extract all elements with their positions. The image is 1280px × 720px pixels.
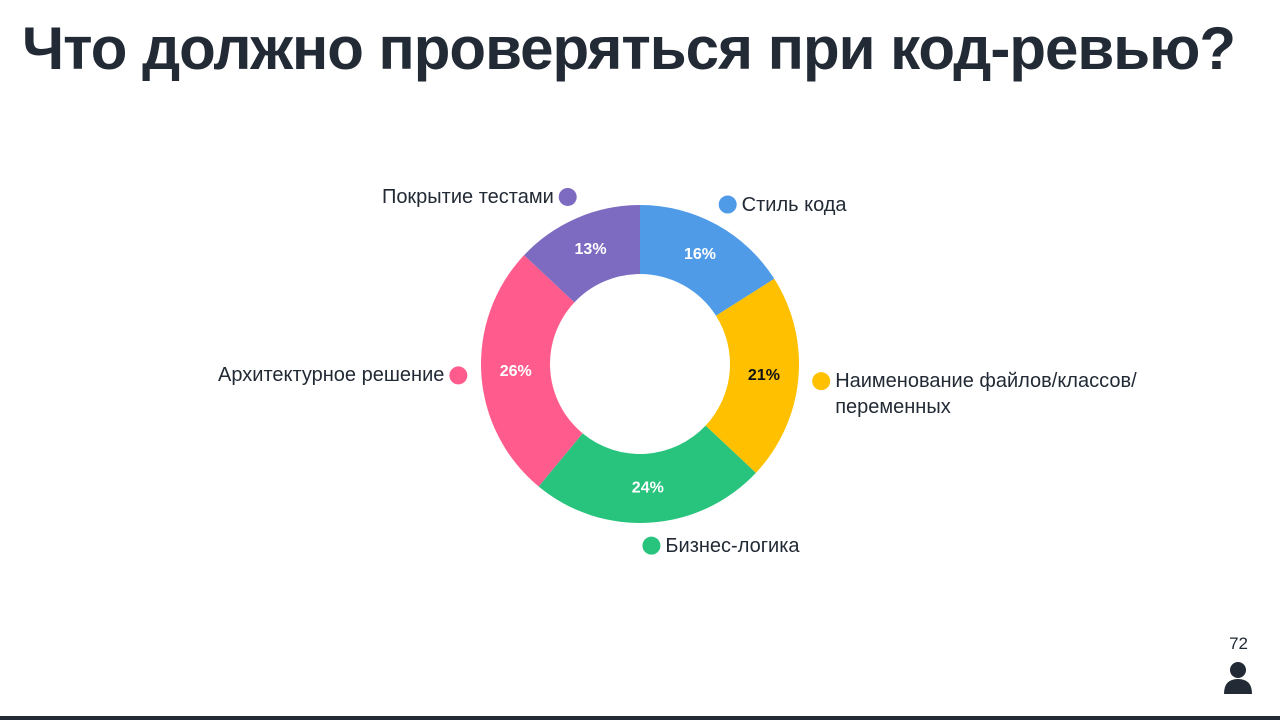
value-label: 16% <box>684 246 716 263</box>
value-label: 26% <box>500 363 532 380</box>
value-label: 24% <box>632 479 664 496</box>
legend-label: Стиль кода <box>741 193 847 216</box>
bottom-bar <box>0 716 1280 720</box>
legend-dot <box>558 187 577 206</box>
donut-slice <box>705 278 800 473</box>
legend-label: Бизнес-логика <box>665 534 800 557</box>
legend-label: Архитектурное решение <box>218 364 445 387</box>
value-label: 21% <box>748 367 780 384</box>
donut-slice <box>481 255 583 487</box>
legend-dot <box>642 536 661 555</box>
donut-slice <box>538 425 756 523</box>
legend-dot <box>718 195 737 214</box>
donut-slice <box>640 205 775 316</box>
page-number: 72 <box>1229 634 1248 653</box>
legend-dot <box>812 372 831 391</box>
donut-slice <box>524 205 640 303</box>
legend-label: Наименование файлов/классов/переменных <box>835 370 1137 419</box>
value-label: 13% <box>575 241 607 258</box>
legend-label: Покрытие тестами <box>381 185 554 208</box>
slide-title: Что должно проверяться при код-ревью? <box>22 15 1236 82</box>
legend-dot <box>449 366 468 385</box>
